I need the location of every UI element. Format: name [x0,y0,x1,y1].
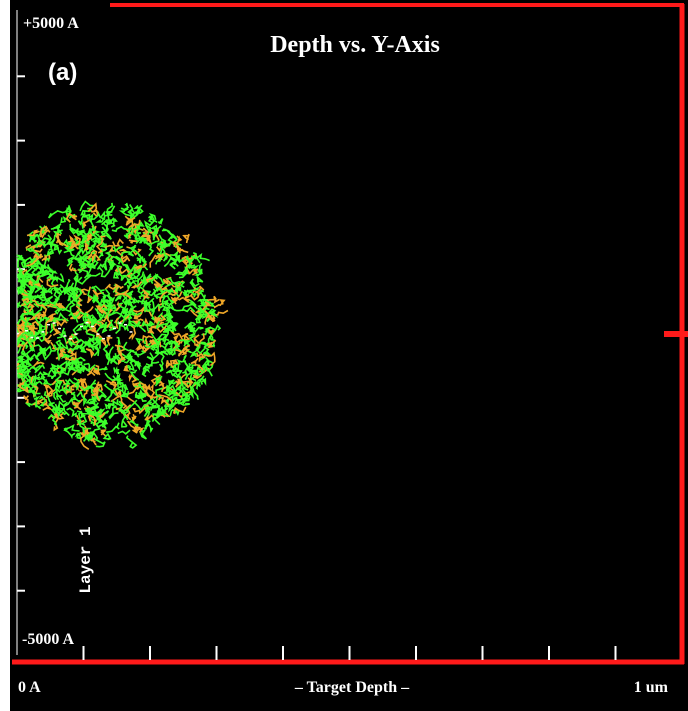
trim-plot: +5000 A Depth vs. Y-Axis (a) Layer 1 -50… [0,0,688,711]
title: Depth vs. Y-Axis [270,32,440,58]
ion-path [91,326,94,328]
ion-path [75,333,78,335]
ion-track [76,433,81,439]
center-marker [664,331,688,337]
ion-path [58,328,61,330]
ion-path [113,328,116,330]
ion-path [86,322,89,324]
ion-path [102,338,105,340]
ion-path [25,330,28,332]
x-right-label: 1 um [634,679,669,696]
layer-label: Layer 1 [77,526,95,593]
x-left-label: 0 A [18,679,41,696]
y-bottom-label: -5000 A [22,631,74,648]
ion-path [108,335,111,337]
ion-path [31,337,34,339]
ion-path [130,331,133,333]
ion-path [36,337,39,339]
ion-path [64,335,67,337]
ion-path [119,322,122,324]
page: +5000 A Depth vs. Y-Axis (a) Layer 1 -50… [0,0,688,711]
plot-background [10,0,688,711]
x-axis-title: – Target Depth – [294,679,410,696]
ion-path [42,331,45,333]
panel-label: (a) [48,59,77,86]
ion-path [80,326,83,328]
ion-path [53,322,56,324]
ion-path [124,324,127,326]
y-top-label: +5000 A [23,15,79,32]
ion-path [47,324,50,326]
ion-path [97,333,100,335]
ion-path [69,338,72,340]
